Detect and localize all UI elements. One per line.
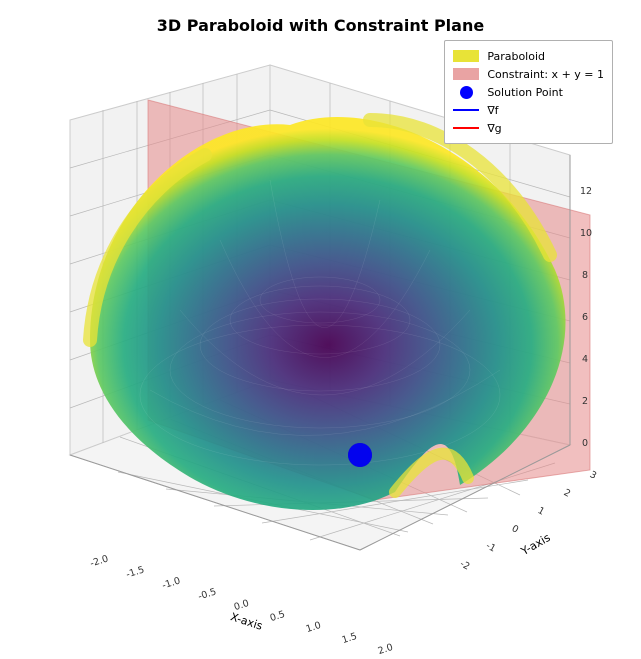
ztick-3: 6 xyxy=(582,312,588,323)
xtick-6: 1.0 xyxy=(305,620,323,635)
legend-swatch-icon xyxy=(453,49,479,63)
solution-point-marker-hl xyxy=(348,443,372,467)
legend-line-icon xyxy=(453,103,479,117)
ztick-5: 10 xyxy=(580,228,592,239)
ztick-1: 2 xyxy=(582,396,588,407)
legend-item-constraint: Constraint: x + y = 1 xyxy=(453,65,604,83)
ztick-2: 4 xyxy=(582,354,588,365)
legend-label: Paraboloid xyxy=(487,50,545,63)
ztick-0: 0 xyxy=(582,438,588,449)
legend-swatch-icon xyxy=(453,67,479,81)
ztick-4: 8 xyxy=(582,270,588,281)
plot-3d-axes: -2.0 -1.5 -1.0 -0.5 0.0 0.5 1.0 1.5 2.0 … xyxy=(30,60,610,620)
legend-label: ∇g xyxy=(487,122,501,135)
legend-line-icon xyxy=(453,121,479,135)
legend-label: Solution Point xyxy=(487,86,563,99)
legend-item-gradg: ∇g xyxy=(453,119,604,137)
ztick-6: 12 xyxy=(580,186,592,197)
xtick-8: 2.0 xyxy=(377,642,395,657)
figure: 3D Paraboloid with Constraint Plane xyxy=(0,0,641,659)
legend-marker-icon xyxy=(453,85,479,99)
plot-title: 3D Paraboloid with Constraint Plane xyxy=(0,16,641,35)
legend-item-gradf: ∇f xyxy=(453,101,604,119)
legend-item-solution: Solution Point xyxy=(453,83,604,101)
legend-item-paraboloid: Paraboloid xyxy=(453,47,604,65)
xtick-7: 1.5 xyxy=(341,631,359,646)
legend-label: Constraint: x + y = 1 xyxy=(487,68,604,81)
axes-cube xyxy=(30,60,610,620)
legend: Paraboloid Constraint: x + y = 1 Solutio… xyxy=(444,40,613,144)
legend-label: ∇f xyxy=(487,104,498,117)
